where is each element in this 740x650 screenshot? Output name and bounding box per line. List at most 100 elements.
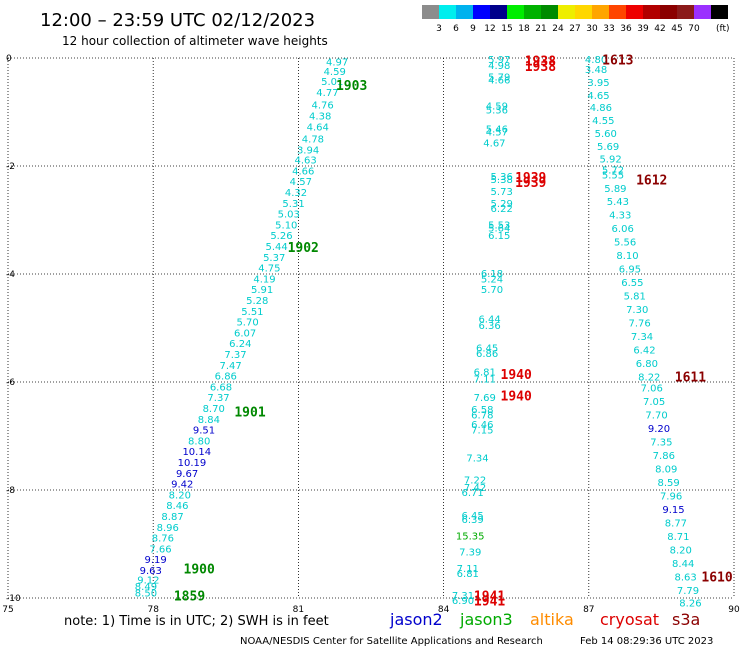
wave-height-point: 9.12 — [137, 576, 159, 587]
footer-note: note: 1) Time is in UTC; 2) SWH is in fe… — [64, 614, 329, 629]
wave-height-point: 5.26 — [270, 231, 292, 242]
wave-height-point: 7.22 — [464, 475, 486, 486]
credit-text: NOAA/NESDIS Center for Satellite Applica… — [240, 636, 543, 647]
wave-height-point: 5.56 — [614, 238, 636, 249]
wave-height-point: 5.92 — [599, 155, 621, 166]
wave-height-point: 7.11 — [474, 374, 496, 385]
wave-height-point: 8.26 — [679, 598, 701, 609]
wave-height-point: 8.84 — [198, 415, 220, 426]
legend-swatch — [609, 5, 626, 19]
wave-height-point: 4.57 — [290, 177, 312, 188]
satellite-name-jason2: jason2 — [389, 610, 443, 629]
wave-height-point: 6.68 — [210, 382, 232, 393]
color-scale-legend: 3 6 9 12 15 18 21 24 27 30 33 36 39 42 45 70 (ft) — [422, 5, 730, 34]
wave-height-point: 5.64 — [488, 224, 510, 235]
wave-height-point: 4.66 — [488, 76, 510, 87]
legend-swatch — [490, 5, 507, 19]
wave-height-point: 5.43 — [607, 197, 629, 208]
wave-height-point: 8.10 — [616, 251, 638, 262]
wave-height-point: 8.20 — [169, 490, 191, 501]
wave-height-point: 4.80 — [585, 55, 607, 66]
wave-height-point: 4.75 — [258, 264, 280, 275]
wave-height-point: 6.71 — [462, 488, 484, 499]
page-subtitle: 12 hour collection of altimeter wave hei… — [62, 34, 328, 48]
wave-height-point: 4.64 — [307, 123, 329, 134]
legend-tick-label: 39 — [637, 24, 649, 34]
wave-height-point: 7.96 — [660, 491, 682, 502]
wave-height-point: 9.63 — [140, 566, 162, 577]
x-tick-label: 84 — [438, 605, 450, 615]
legend-unit: (ft) — [716, 24, 730, 34]
wave-height-point: 7.31 — [452, 591, 474, 602]
wave-height-point: 6.45 — [462, 511, 484, 522]
wave-height-point: 6.39 — [462, 515, 484, 526]
wave-height-point: 5.36 — [491, 172, 513, 183]
wave-height-point: 5.60 — [595, 129, 617, 140]
satellite-name-jason3: jason3 — [459, 610, 513, 629]
pass-time-label: 1900 — [184, 562, 215, 577]
wave-height-point: 6.22 — [491, 204, 513, 215]
legend-swatch — [677, 5, 694, 19]
wave-height-point: 4.32 — [285, 188, 307, 199]
wave-height-point: 7.47 — [220, 361, 242, 372]
y-tick-label: -6 — [6, 378, 15, 388]
legend-tick-label: 15 — [501, 24, 512, 34]
page-title: 12:00 – 23:59 UTC 02/12/2023 — [40, 10, 315, 31]
wave-height-point: 5.69 — [597, 142, 619, 153]
wave-height-point: 10.19 — [178, 458, 207, 469]
legend-swatch — [643, 5, 660, 19]
y-tick-label: -8 — [6, 486, 15, 496]
wave-height-point: 5.97 — [488, 55, 510, 66]
wave-height-point: 5.37 — [263, 253, 285, 264]
wave-height-point: 8.20 — [670, 545, 692, 556]
wave-height-point: 4.63 — [295, 156, 317, 167]
wave-height-point: 6.86 — [476, 349, 498, 360]
wave-height-point: 5.81 — [624, 292, 646, 303]
legend-swatch — [694, 5, 711, 19]
legend-tick-label: 9 — [470, 24, 476, 34]
legend-swatch — [660, 5, 677, 19]
pass-time-label: 1902 — [288, 241, 319, 256]
legend-swatch — [524, 5, 541, 19]
pass-time-label: 1610 — [701, 570, 732, 585]
wave-height-point: 5.31 — [282, 199, 304, 210]
wave-height-point: 5.53 — [488, 220, 510, 231]
legend-swatch — [507, 5, 524, 19]
wave-height-point: 5.28 — [246, 296, 268, 307]
wave-height-point: 8.77 — [665, 518, 687, 529]
wave-height-point: 7.66 — [149, 544, 171, 555]
wave-height-point: 6.44 — [478, 314, 500, 325]
x-tick-label: 90 — [728, 605, 740, 615]
wave-height-point: 5.36 — [486, 105, 508, 116]
wave-height-point: 6.07 — [234, 328, 256, 339]
legend-swatch — [541, 5, 558, 19]
wave-height-point: 3.48 — [585, 65, 607, 76]
wave-height-point: 5.03 — [278, 210, 300, 221]
wave-height-point: 7.34 — [631, 332, 653, 343]
wave-height-point: 4.78 — [302, 135, 324, 146]
legend-tick-label: 36 — [620, 24, 632, 34]
wave-height-point: 4.59 — [324, 67, 346, 78]
wave-height-point: 4.86 — [590, 103, 612, 114]
wave-height-point: 9.51 — [193, 426, 215, 437]
wave-height-point: 6.18 — [481, 269, 503, 280]
wave-height-point: 7.15 — [471, 426, 493, 437]
wave-height-point: 7.37 — [224, 350, 246, 361]
wave-height-point: 6.86 — [215, 372, 237, 383]
y-tick-label: 0 — [6, 54, 12, 64]
wave-height-point: 5.24 — [481, 274, 503, 285]
wave-height-point: 4.19 — [253, 274, 275, 285]
wave-height-point: 15.35 — [456, 531, 485, 542]
wave-height-point: 7.76 — [628, 319, 650, 330]
legend-swatch — [558, 5, 575, 19]
wave-height-point: 7.34 — [466, 454, 488, 465]
wave-height-point: 10.14 — [182, 447, 211, 458]
wave-height-point: 8.50 — [135, 589, 157, 600]
pass-time-label: 1938 — [525, 55, 556, 70]
legend-tick-label: 45 — [671, 24, 682, 34]
wave-height-point: 5.46 — [486, 124, 508, 135]
legend-swatch — [422, 5, 439, 19]
legend-tick-label: 6 — [453, 24, 459, 34]
wave-height-point: 5.70 — [481, 285, 503, 296]
